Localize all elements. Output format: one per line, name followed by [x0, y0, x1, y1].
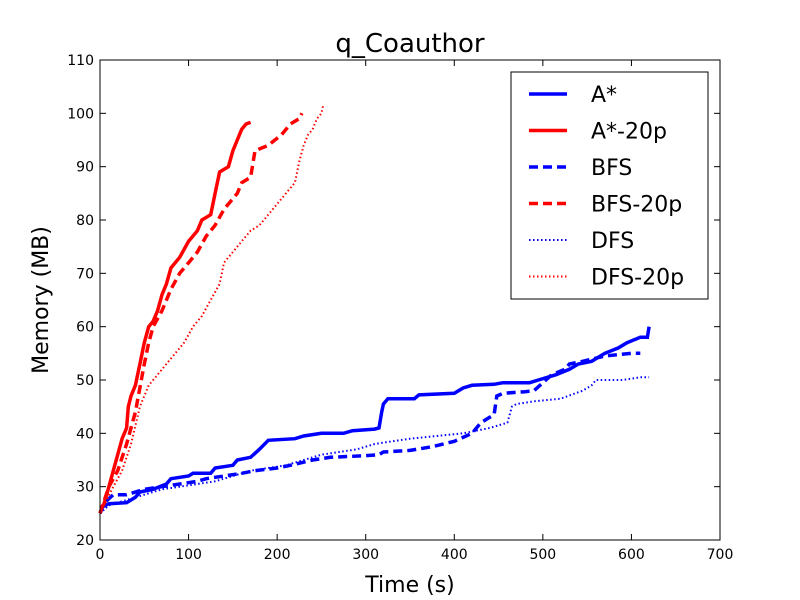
y-tick-label: 40: [76, 426, 94, 442]
x-tick-label: 700: [707, 547, 734, 563]
x-tick-label: 400: [441, 547, 468, 563]
y-tick-label: 20: [76, 533, 94, 549]
chart-title: q_Coauthor: [335, 29, 485, 59]
y-axis-label: Memory (MB): [29, 226, 54, 374]
y-tick-label: 60: [76, 320, 94, 336]
x-axis-label: Time (s): [364, 573, 454, 598]
legend: A* A*-20p BFS BFS-20p DFS DFS-20p: [510, 71, 709, 300]
x-tick-label: 200: [264, 547, 291, 563]
x-tick-label: 0: [96, 547, 105, 563]
plot-frame: [99, 59, 721, 541]
y-tick-label: 50: [76, 373, 94, 389]
series-line-3: [98, 112, 304, 514]
x-tick-label: 100: [175, 547, 202, 563]
legend-label: A*-20p: [591, 120, 667, 145]
x-tick-label: 500: [529, 547, 556, 563]
series-line-2: [98, 351, 641, 514]
y-tick-label: 100: [67, 106, 94, 122]
legend-label: A*: [591, 83, 617, 108]
legend-label: BFS: [591, 156, 632, 181]
series-line-4: [99, 376, 650, 515]
plot-area: [98, 105, 651, 515]
y-axis: 20 30 40 50 60 70 80 90 100 110: [67, 53, 720, 549]
y-tick-label: 90: [76, 160, 94, 176]
series-line-0: [99, 326, 651, 510]
legend-label: BFS-20p: [591, 193, 682, 218]
legend-box: [510, 71, 709, 300]
y-tick-label: 70: [76, 266, 94, 282]
y-tick-label: 110: [67, 53, 94, 69]
legend-label: DFS: [591, 229, 634, 254]
y-tick-label: 30: [76, 480, 94, 496]
x-tick-label: 600: [618, 547, 645, 563]
y-tick-label: 80: [76, 213, 94, 229]
x-axis: 0 100 200 300 400 500 600 700: [96, 60, 734, 563]
series-line-1: [98, 120, 252, 514]
x-tick-label: 300: [352, 547, 379, 563]
legend-label: DFS-20p: [591, 266, 684, 291]
